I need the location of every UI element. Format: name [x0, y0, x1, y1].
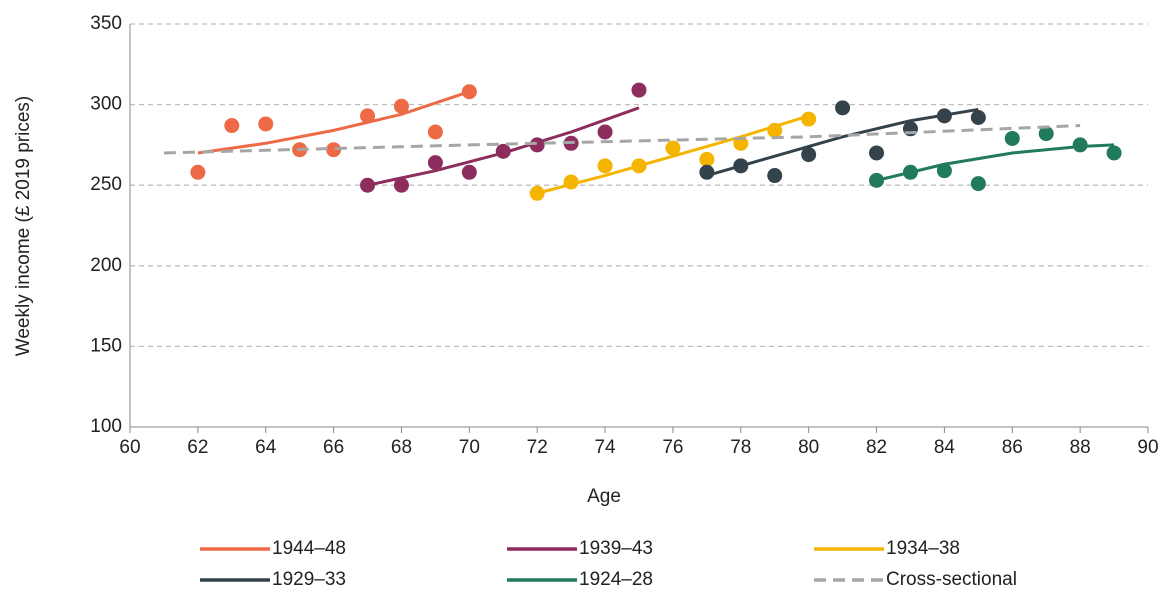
y-tick-label: 150: [90, 335, 122, 356]
legend-label: 1929–33: [272, 569, 346, 590]
x-tick-label: 80: [798, 437, 819, 458]
y-tick-label: 300: [90, 94, 122, 115]
point: [326, 142, 342, 158]
point: [631, 82, 647, 98]
point: [461, 84, 477, 100]
point: [801, 147, 817, 163]
point: [631, 158, 647, 174]
point: [224, 118, 240, 134]
point: [733, 158, 749, 174]
y-axis-title: Weekly income (£ 2019 prices): [13, 96, 34, 356]
point: [970, 109, 986, 125]
point: [699, 164, 715, 180]
point: [190, 164, 206, 180]
point: [258, 116, 274, 132]
legend-label: 1944–48: [272, 538, 346, 559]
legend-label: Cross-sectional: [886, 569, 1017, 590]
legend-label: 1934–38: [886, 538, 960, 559]
legend-label: 1924–28: [579, 569, 653, 590]
fit-line: [876, 143, 1115, 182]
point: [360, 108, 376, 124]
x-tick-label: 90: [1137, 437, 1158, 458]
x-tick-label: 88: [1070, 437, 1091, 458]
x-tick-label: 84: [934, 437, 956, 458]
x-tick-label: 66: [323, 437, 344, 458]
x-tick-label: 76: [662, 437, 683, 458]
point: [1038, 126, 1054, 142]
point: [902, 164, 918, 180]
point: [597, 124, 613, 140]
point: [835, 100, 851, 116]
point: [427, 124, 443, 140]
point: [936, 108, 952, 124]
legend-label: 1939–43: [579, 538, 653, 559]
point: [529, 137, 545, 153]
y-tick-label: 200: [90, 255, 122, 276]
point: [970, 176, 986, 192]
y-tick-label: 350: [90, 13, 122, 34]
fit-line: [706, 107, 979, 177]
point: [936, 163, 952, 179]
fit-line: [197, 90, 470, 155]
point: [801, 111, 817, 127]
x-tick-label: 78: [730, 437, 751, 458]
point: [1004, 130, 1020, 146]
x-tick-label: 60: [119, 437, 140, 458]
point: [360, 177, 376, 193]
point: [529, 185, 545, 201]
point: [869, 145, 885, 161]
x-tick-label: 68: [391, 437, 412, 458]
y-tick-label: 250: [90, 174, 122, 195]
y-tick-label: 100: [90, 416, 122, 437]
x-tick-label: 72: [527, 437, 548, 458]
point: [1106, 145, 1122, 161]
point: [869, 172, 885, 188]
point: [393, 98, 409, 114]
point: [597, 158, 613, 174]
x-tick-label: 74: [594, 437, 616, 458]
point: [563, 174, 579, 190]
x-tick-label: 62: [187, 437, 208, 458]
x-axis-title: Age: [587, 486, 621, 507]
point: [699, 151, 715, 167]
point: [427, 155, 443, 171]
point: [1072, 137, 1088, 153]
cross-sectional-line: [163, 124, 1081, 155]
point: [495, 143, 511, 159]
point: [767, 168, 783, 184]
x-tick-label: 86: [1002, 437, 1023, 458]
fit-line: [536, 114, 810, 195]
point: [461, 164, 477, 180]
point: [665, 140, 681, 156]
x-tick-label: 70: [459, 437, 480, 458]
x-tick-label: 64: [255, 437, 277, 458]
x-tick-label: 82: [866, 437, 887, 458]
point: [767, 122, 783, 138]
point: [393, 177, 409, 193]
